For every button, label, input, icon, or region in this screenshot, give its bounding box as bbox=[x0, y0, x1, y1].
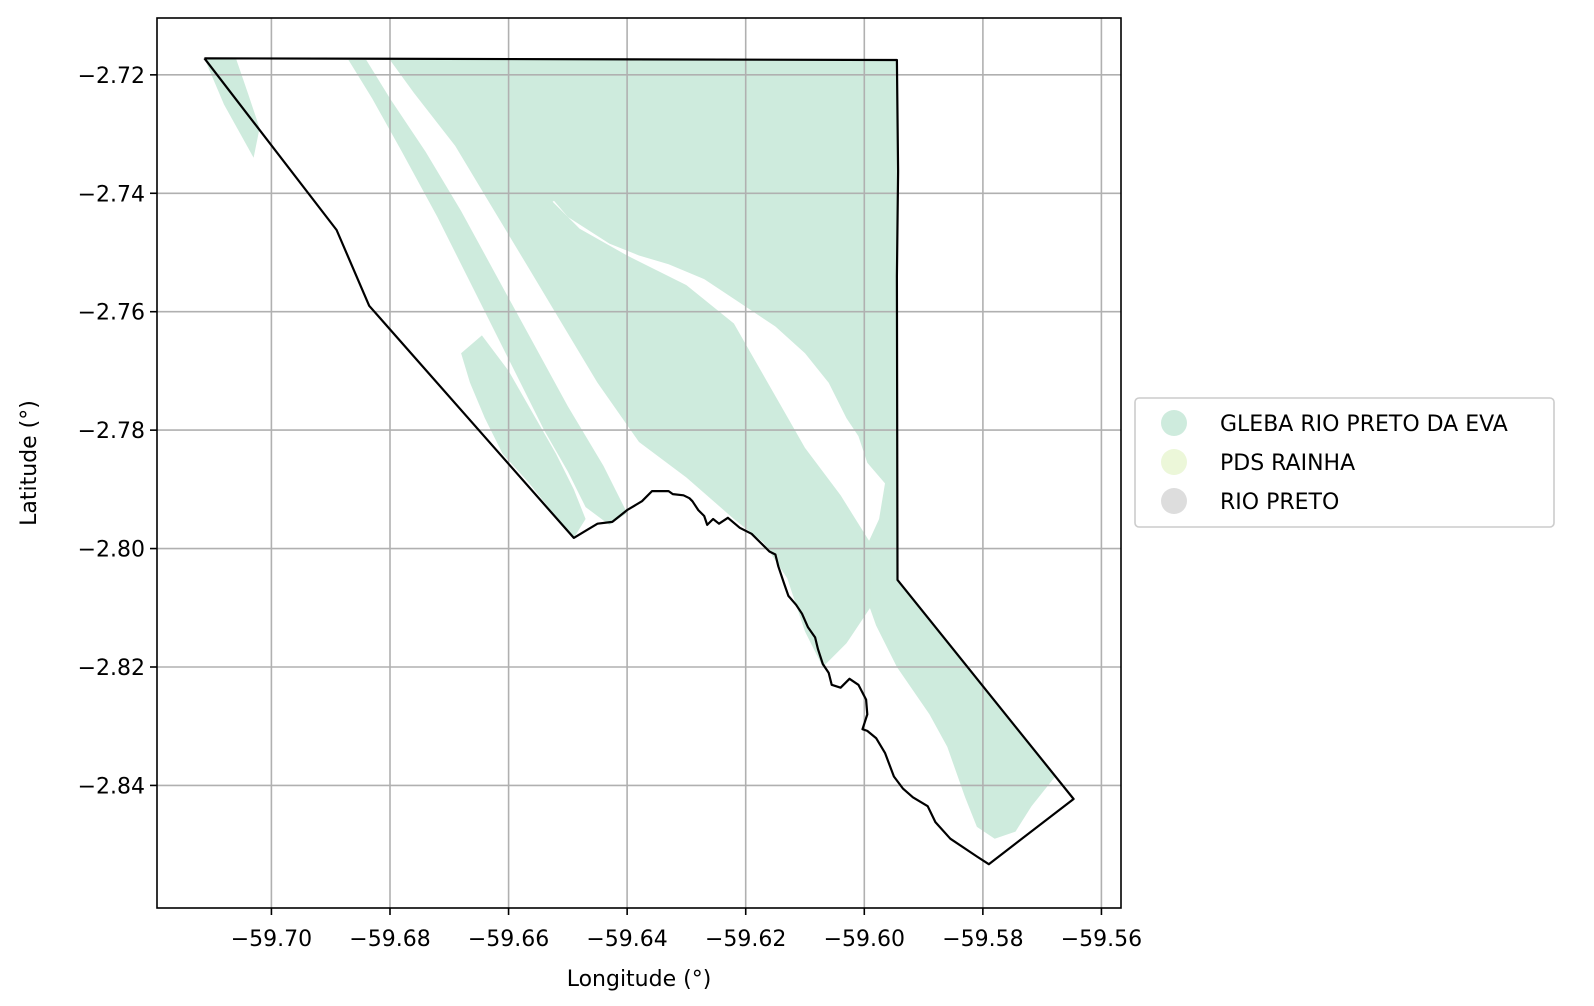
y-tick-label-4: −2.78 bbox=[78, 419, 145, 444]
x-tick-label-4: −59.64 bbox=[586, 927, 667, 952]
legend: GLEBA RIO PRETO DA EVA PDS RAINHA RIO PRET… bbox=[1134, 397, 1555, 528]
x-tick-label-7: −59.58 bbox=[942, 927, 1023, 952]
y-tick-label-2: −2.74 bbox=[78, 182, 145, 207]
legend-frame bbox=[1134, 397, 1555, 528]
land-cover-region-1 bbox=[449, 60, 1056, 839]
area-boundary bbox=[203, 57, 1075, 866]
land-cover-region-5 bbox=[461, 335, 586, 538]
x-tick-label-6: −59.60 bbox=[824, 927, 905, 952]
land-cover-region-2 bbox=[390, 60, 871, 667]
y-tick-label-6: −2.82 bbox=[78, 656, 145, 681]
land-cover-layer bbox=[204, 58, 1056, 839]
x-tick-label-1: −59.70 bbox=[231, 927, 312, 952]
x-axis-label: Longitude (°) bbox=[567, 967, 712, 992]
x-tick-label-8: −59.56 bbox=[1061, 927, 1142, 952]
y-tick-label-7: −2.84 bbox=[78, 774, 145, 799]
legend-marker-1 bbox=[1161, 410, 1187, 436]
land-cover-region-3 bbox=[348, 60, 628, 525]
land-cover-region-4 bbox=[431, 60, 556, 217]
y-axis-label: Latitude (°) bbox=[17, 400, 42, 526]
boundary-layer bbox=[203, 57, 1075, 866]
x-tick-label-2: −59.68 bbox=[349, 927, 430, 952]
y-tick-label-5: −2.80 bbox=[78, 538, 145, 563]
y-axis-ticks: −2.72 −2.74 −2.76 −2.78 −2.80 −2.82 −2.84 bbox=[78, 64, 157, 799]
legend-label-1: GLEBA RIO PRETO DA EVA bbox=[1220, 412, 1508, 437]
legend-label-2: PDS RAINHA bbox=[1220, 451, 1355, 476]
legend-marker-3 bbox=[1161, 488, 1187, 514]
y-tick-label-3: −2.76 bbox=[78, 301, 145, 326]
x-tick-label-3: −59.66 bbox=[468, 927, 549, 952]
y-tick-label-1: −2.72 bbox=[78, 64, 145, 89]
land-cover-region-6 bbox=[204, 58, 260, 158]
legend-marker-2 bbox=[1161, 449, 1187, 475]
plot-area: −59.70 −59.68 −59.66 −59.64 −59.62 −59.60 −59.… bbox=[17, 17, 1142, 992]
legend-label-3: RIO PRETO bbox=[1220, 490, 1339, 515]
axes-frame bbox=[156, 17, 1122, 909]
x-axis-ticks: −59.70 −59.68 −59.66 −59.64 −59.62 −59.60 −59.… bbox=[231, 908, 1142, 952]
x-tick-label-5: −59.62 bbox=[705, 927, 786, 952]
